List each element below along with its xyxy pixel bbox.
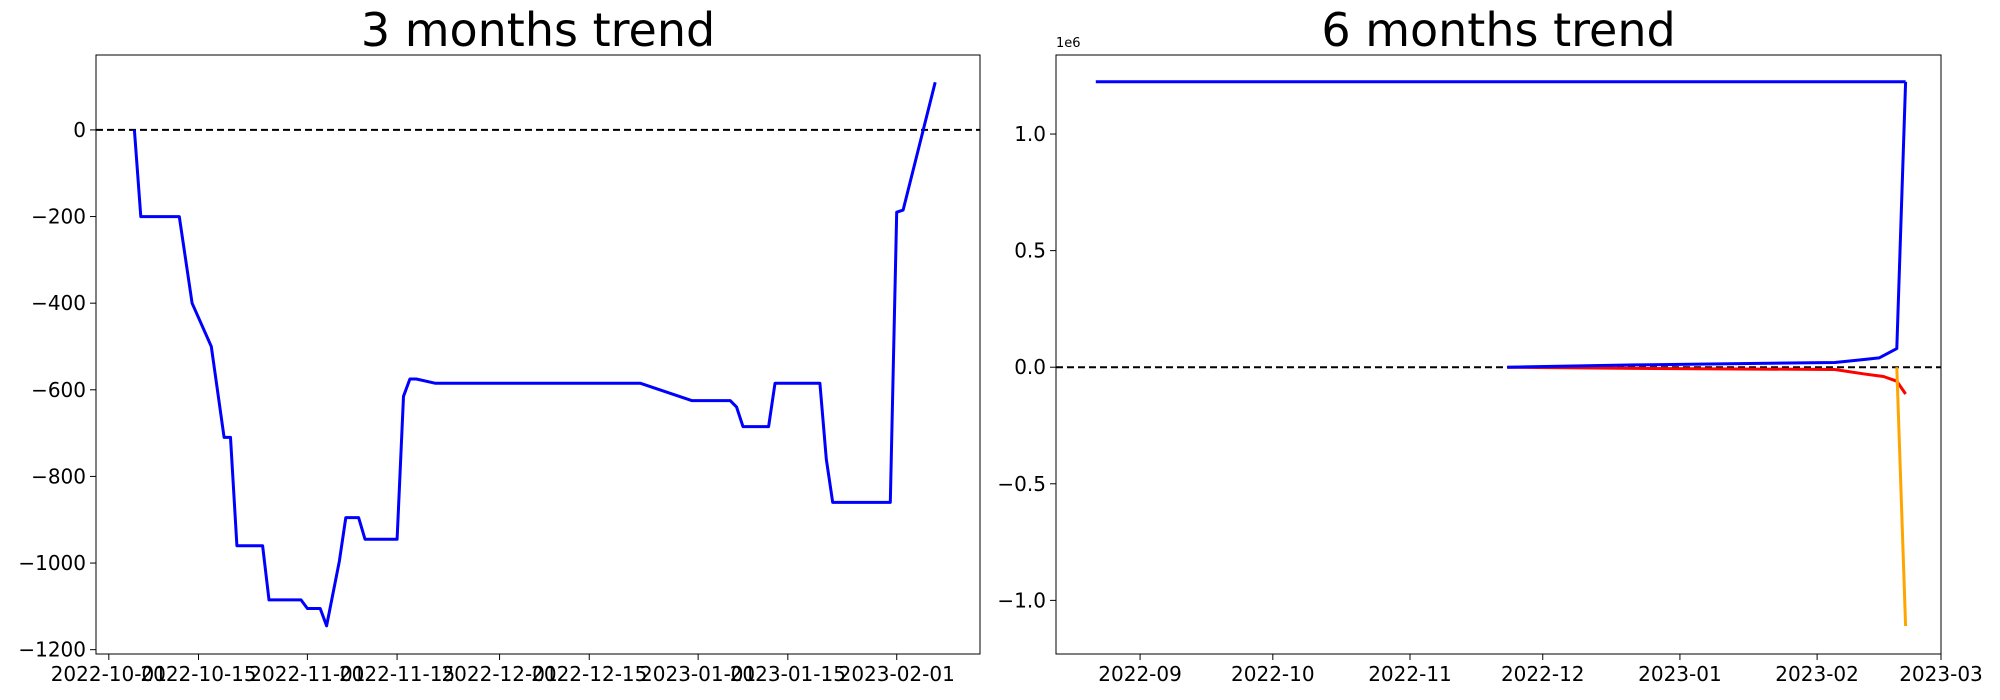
x-tick-label: 2023-01-01 [640, 662, 756, 686]
chart-title: 3 months trend [361, 3, 715, 57]
y-offset-label: 1e6 [1056, 36, 1081, 51]
y-tick-label: 0.5 [1014, 239, 1046, 263]
x-tick-label: 2022-11-01 [249, 662, 365, 686]
y-tick-label: −800 [31, 464, 86, 488]
x-tick-label: 2022-10-01 [51, 662, 167, 686]
y-tick-label: −0.5 [997, 472, 1046, 496]
y-tick-label: −600 [31, 378, 86, 402]
y-tick-label: −1000 [18, 551, 86, 575]
y-tick-label: −1200 [18, 638, 86, 662]
data-line [132, 81, 937, 628]
x-tick-label: 2022-11 [1368, 662, 1452, 686]
x-tick-label: 2023-01 [1638, 662, 1722, 686]
y-tick-label: 0 [73, 118, 86, 142]
x-tick-label: 2022-11-15 [339, 662, 455, 686]
y-tick-label: 1.0 [1014, 122, 1046, 146]
x-tick-label: 2022-09 [1098, 662, 1182, 686]
x-tick-label: 2023-02 [1775, 662, 1859, 686]
data-line [1507, 81, 1908, 369]
x-tick-label: 2022-10 [1231, 662, 1315, 686]
x-tick-label: 2022-10-15 [140, 662, 256, 686]
x-tick-label: 2022-12-15 [531, 662, 647, 686]
x-tick-label: 2022-12-01 [441, 662, 557, 686]
y-tick-label: −200 [31, 205, 86, 229]
y-tick-label: −400 [31, 291, 86, 315]
x-tick-label: 2023-03 [1899, 662, 1983, 686]
x-tick-label: 2023-02-01 [839, 662, 955, 686]
data-line [1895, 367, 1908, 627]
x-tick-label: 2022-12 [1501, 662, 1585, 686]
plot-frame [1055, 54, 1942, 655]
plot-frame [95, 54, 981, 655]
x-tick-label: 2023-01-15 [730, 662, 846, 686]
y-tick-label: 0.0 [1014, 355, 1046, 379]
chart-title: 6 months trend [1321, 3, 1675, 57]
data-line [1507, 365, 1907, 395]
y-tick-label: −1.0 [997, 588, 1046, 612]
